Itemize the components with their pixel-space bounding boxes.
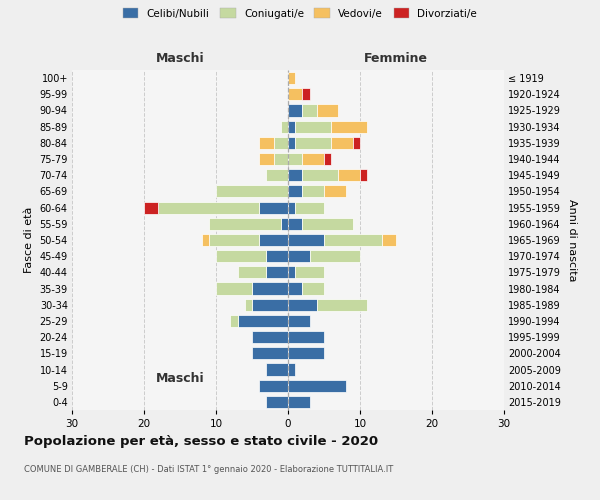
Bar	[288, 169, 302, 181]
Bar	[302, 169, 338, 181]
Bar	[317, 298, 367, 311]
Bar	[259, 234, 288, 246]
Bar	[144, 202, 158, 213]
Bar	[288, 298, 317, 311]
Legend: Celibi/Nubili, Coniugati/e, Vedovi/e, Divorziati/e: Celibi/Nubili, Coniugati/e, Vedovi/e, Di…	[119, 5, 481, 21]
Bar	[288, 153, 302, 165]
Bar	[238, 266, 266, 278]
Text: COMUNE DI GAMBERALE (CH) - Dati ISTAT 1° gennaio 2020 - Elaborazione TUTTITALIA.: COMUNE DI GAMBERALE (CH) - Dati ISTAT 1°…	[24, 465, 393, 474]
Bar	[266, 396, 288, 408]
Bar	[281, 218, 288, 230]
Bar	[302, 186, 324, 198]
Bar	[288, 348, 324, 360]
Bar	[266, 364, 288, 376]
Bar	[288, 88, 302, 101]
Bar	[302, 218, 353, 230]
Bar	[382, 234, 396, 246]
Bar	[266, 250, 288, 262]
Bar	[295, 120, 331, 132]
Bar	[288, 250, 310, 262]
Bar	[324, 186, 346, 198]
Bar	[288, 396, 310, 408]
Bar	[310, 250, 360, 262]
Bar	[238, 315, 288, 327]
Bar	[288, 266, 295, 278]
Bar	[266, 266, 288, 278]
Bar	[158, 202, 259, 213]
Y-axis label: Fasce di età: Fasce di età	[24, 207, 34, 273]
Text: Popolazione per età, sesso e stato civile - 2020: Popolazione per età, sesso e stato civil…	[24, 435, 378, 448]
Bar	[331, 137, 353, 149]
Bar	[202, 234, 209, 246]
Text: Femmine: Femmine	[364, 52, 428, 65]
Bar	[302, 104, 317, 117]
Bar	[288, 234, 324, 246]
Bar	[252, 282, 288, 294]
Bar	[216, 250, 266, 262]
Bar	[288, 120, 295, 132]
Bar	[295, 202, 324, 213]
Bar	[288, 72, 295, 84]
Bar	[252, 331, 288, 343]
Bar	[266, 169, 288, 181]
Bar	[259, 202, 288, 213]
Bar	[353, 137, 360, 149]
Bar	[295, 137, 331, 149]
Text: Maschi: Maschi	[155, 372, 205, 385]
Bar	[274, 153, 288, 165]
Bar	[288, 186, 302, 198]
Bar	[259, 137, 274, 149]
Bar	[288, 364, 295, 376]
Y-axis label: Anni di nascita: Anni di nascita	[566, 198, 577, 281]
Bar	[331, 120, 367, 132]
Bar	[245, 298, 252, 311]
Bar	[259, 380, 288, 392]
Bar	[216, 282, 252, 294]
Bar	[338, 169, 360, 181]
Bar	[274, 137, 288, 149]
Bar	[288, 282, 302, 294]
Bar	[281, 120, 288, 132]
Bar	[302, 153, 324, 165]
Bar	[216, 186, 288, 198]
Text: Maschi: Maschi	[155, 52, 205, 65]
Bar	[288, 315, 310, 327]
Bar	[252, 298, 288, 311]
Bar	[302, 88, 310, 101]
Bar	[288, 202, 295, 213]
Bar	[252, 348, 288, 360]
Bar	[230, 315, 238, 327]
Bar	[295, 266, 324, 278]
Bar	[209, 234, 259, 246]
Bar	[317, 104, 338, 117]
Bar	[288, 104, 302, 117]
Bar	[288, 380, 346, 392]
Bar	[324, 234, 382, 246]
Bar	[302, 282, 324, 294]
Bar	[209, 218, 281, 230]
Bar	[259, 153, 274, 165]
Bar	[288, 137, 295, 149]
Bar	[360, 169, 367, 181]
Bar	[288, 218, 302, 230]
Bar	[324, 153, 331, 165]
Bar	[288, 331, 324, 343]
